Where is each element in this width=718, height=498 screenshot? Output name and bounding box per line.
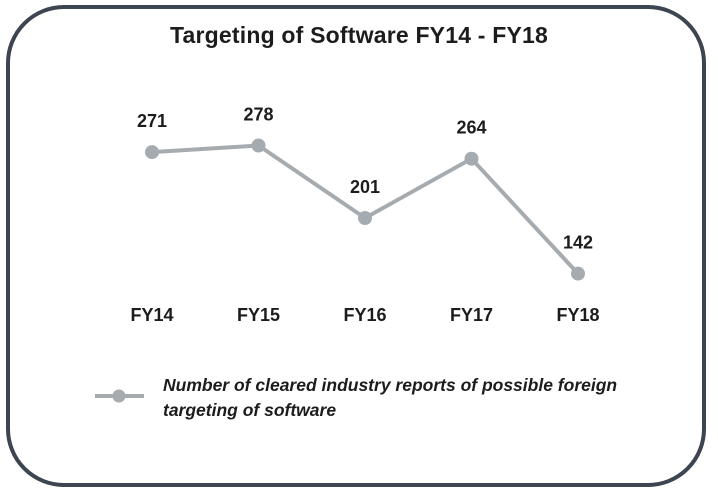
- x-tick-label: FY16: [343, 305, 386, 325]
- data-point: [145, 145, 159, 160]
- legend-marker: [112, 389, 126, 403]
- data-point: [251, 138, 266, 153]
- x-tick-label: FY14: [130, 305, 173, 325]
- chart-frame: [6, 5, 706, 487]
- data-label: 264: [456, 118, 486, 138]
- chart-title: Targeting of Software FY14 - FY18: [169, 22, 549, 48]
- data-label: 201: [350, 177, 380, 197]
- data-label: 278: [243, 105, 273, 125]
- data-label: 271: [137, 111, 167, 131]
- data-point: [571, 266, 585, 281]
- x-tick-label: FY15: [237, 305, 280, 325]
- x-tick-label: FY18: [556, 305, 599, 325]
- data-point: [358, 211, 372, 226]
- data-point: [464, 151, 479, 166]
- x-tick-label: FY17: [450, 305, 493, 325]
- data-label: 142: [563, 233, 593, 253]
- legend-label: Number of cleared industry reports of po…: [163, 375, 618, 420]
